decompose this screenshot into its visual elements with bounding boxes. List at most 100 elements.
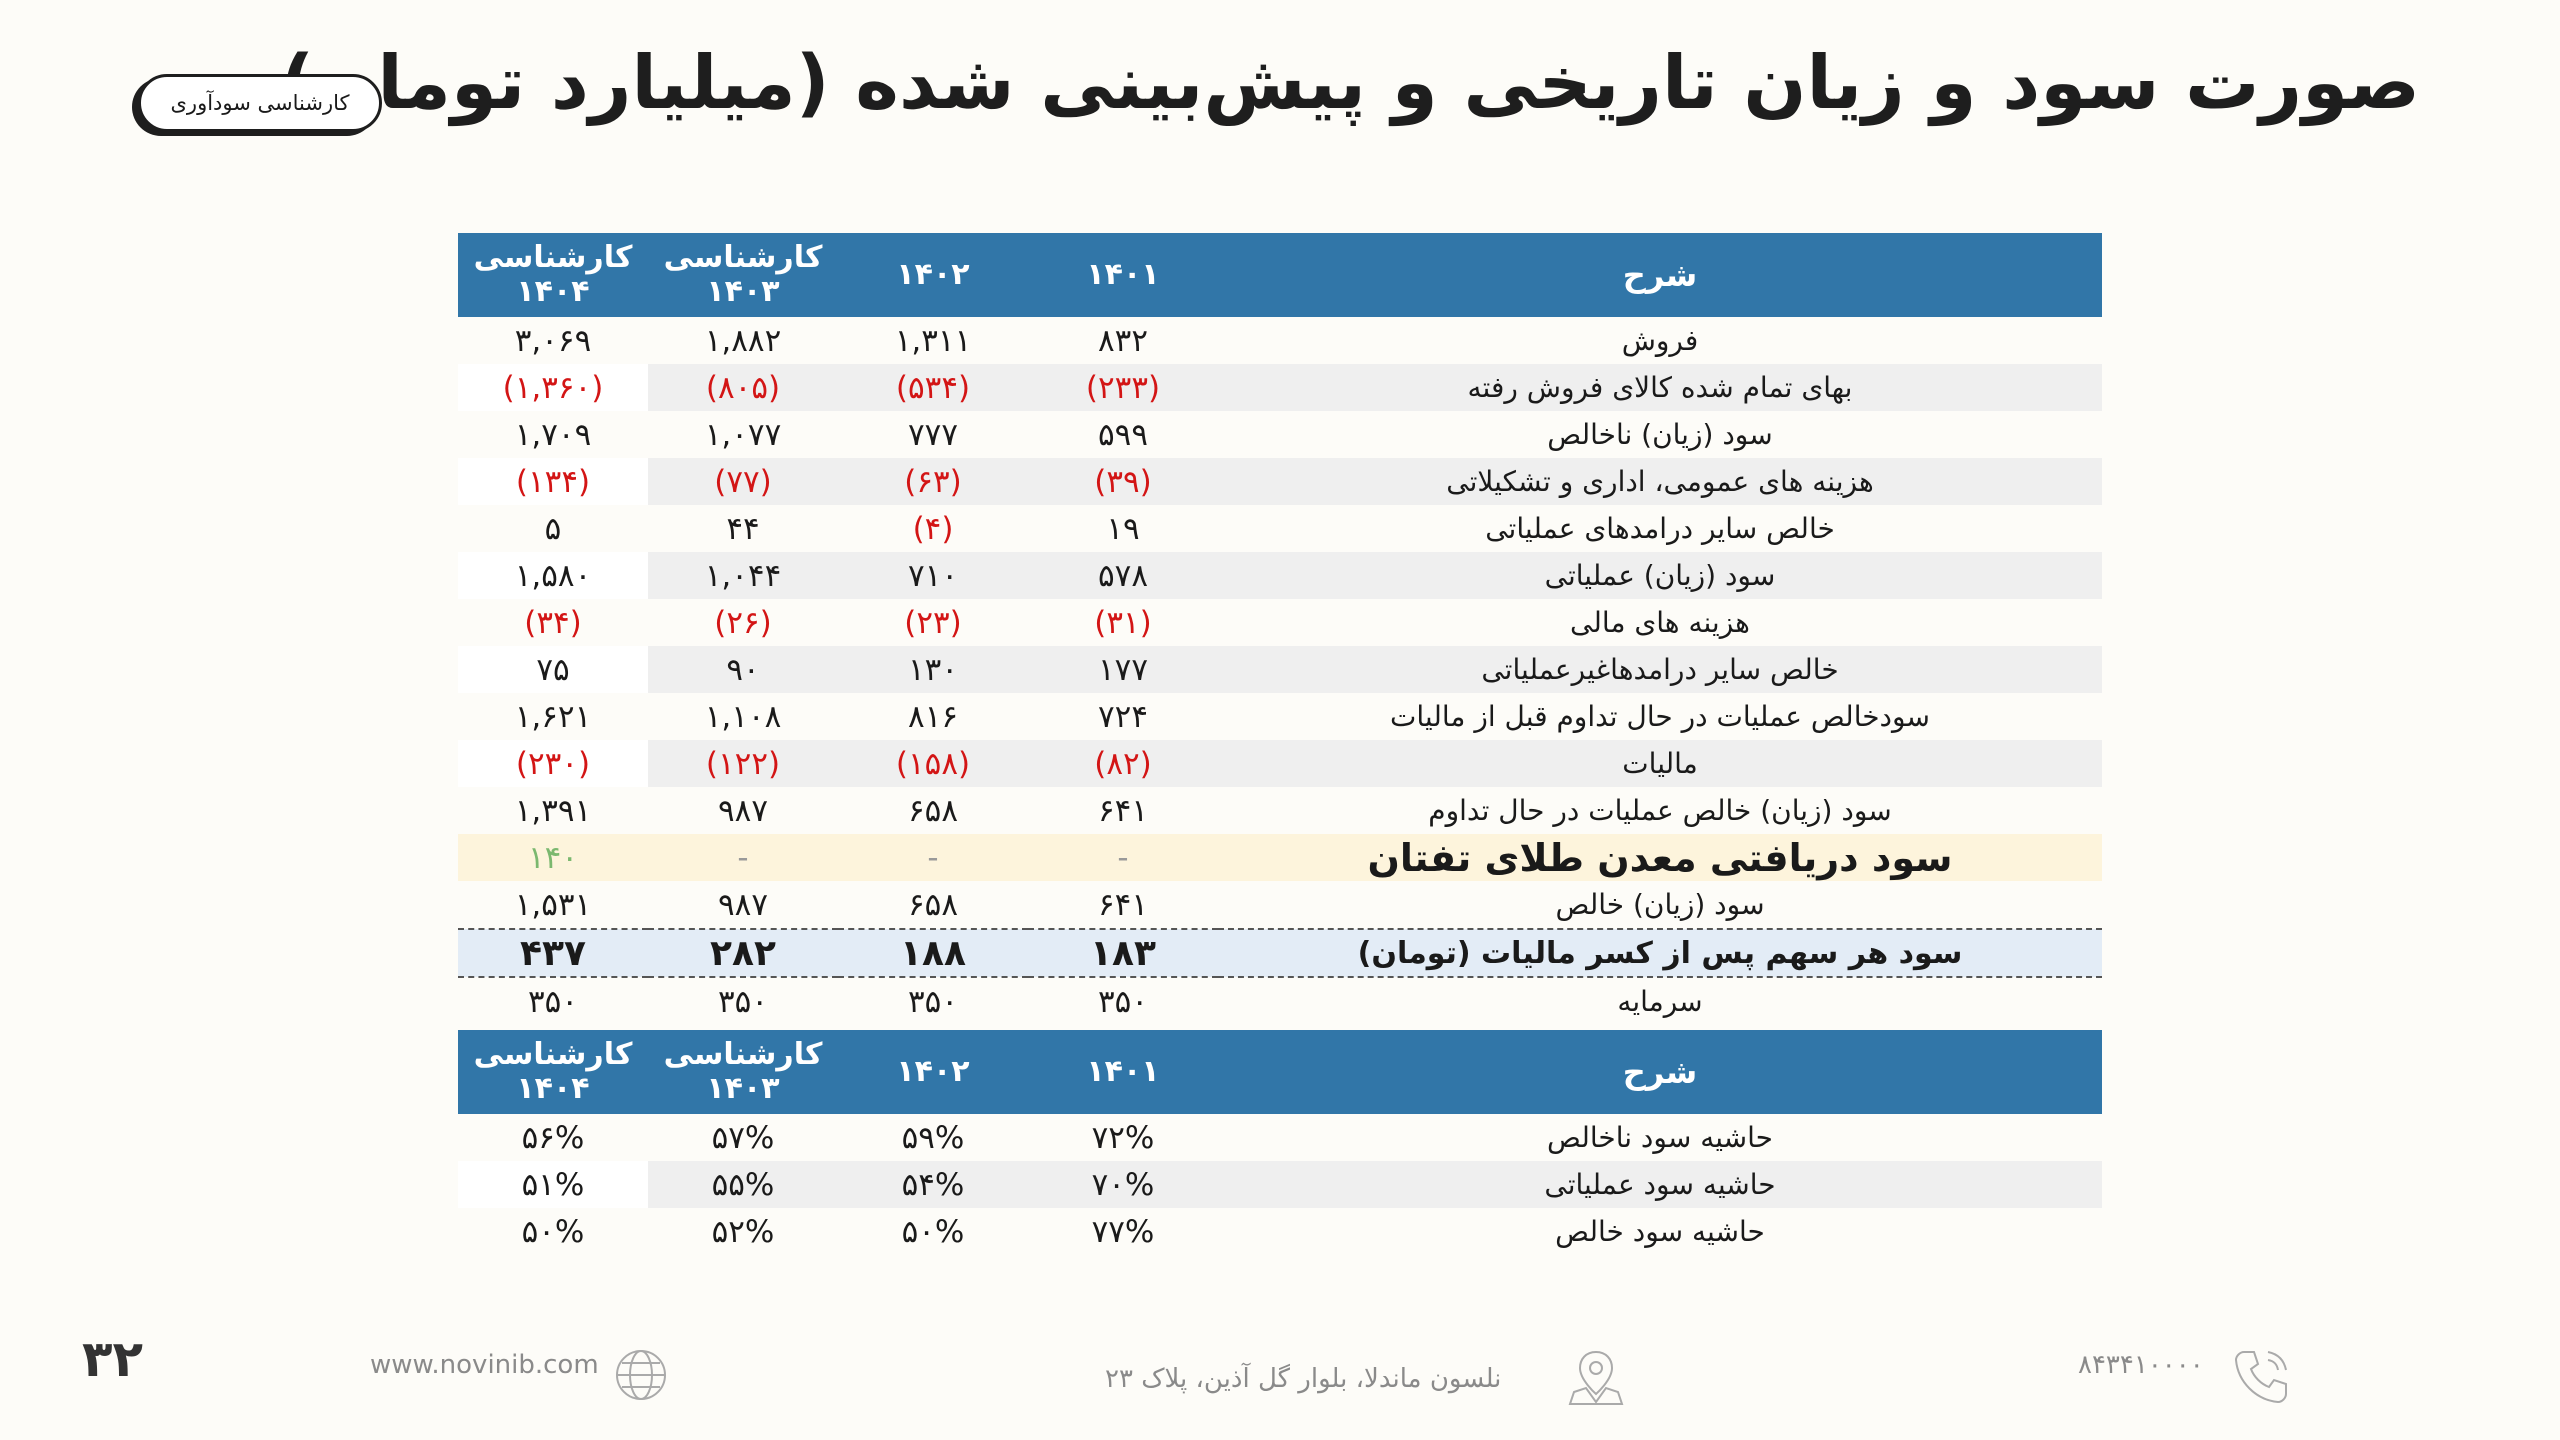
value-cell: ۳۵۰	[718, 983, 768, 1020]
value-cell: ۱,۳۹۱	[514, 792, 592, 829]
value-cell: (۱۲۲)	[648, 740, 838, 787]
value-cell: ۱,۰۷۷	[704, 416, 782, 453]
table-row: ۱,۷۰۹ ۱,۰۷۷ ۷۷۷ ۵۹۹ سود (زیان) ناخالص	[458, 411, 2102, 458]
row-label: هزینه های مالی	[1570, 606, 1750, 639]
value-cell: ۹۸۷	[718, 886, 768, 923]
table-row: ۱,۶۲۱ ۱,۱۰۸ ۸۱۶ ۷۲۴ سودخالص عملیات در حال تد…	[458, 693, 2102, 740]
phone-icon	[2230, 1344, 2294, 1412]
section-badge: کارشناسی سودآوری	[138, 74, 382, 132]
table-row: (۳۴) (۲۶) (۲۳) (۳۱) هزینه های مالی	[458, 599, 2102, 646]
value-cell: ۸۱۶	[908, 698, 958, 735]
row-label: خالص سایر درامدهای عملیاتی	[1485, 512, 1835, 545]
value-cell: ۷۵	[458, 646, 648, 693]
table-header-row: کارشناسی ۱۴۰۴ کارشناسی ۱۴۰۳ ۱۴۰۲ ۱۴۰۱ شرح	[458, 233, 2102, 317]
table-row: ۷۵ ۹۰ ۱۳۰ ۱۷۷ خالص سایر درامدهاغیرعملیاتی	[458, 646, 2102, 693]
value-cell: ۵۷%	[711, 1119, 775, 1156]
table-row: ۱,۵۸۰ ۱,۰۴۴ ۷۱۰ ۵۷۸ سود (زیان) عملیاتی	[458, 552, 2102, 599]
row-label: سود هر سهم پس از کسر مالیات (تومان)	[1218, 928, 2102, 978]
value-cell: (۳۹)	[1028, 458, 1218, 505]
value-cell: (۱۳۴)	[458, 458, 648, 505]
globe-icon	[614, 1348, 668, 1406]
row-label: سود (زیان) عملیاتی	[1218, 552, 2102, 599]
value-cell: ۱,۵۸۰	[458, 552, 648, 599]
value-cell: ۳۵۰	[1098, 983, 1148, 1020]
column-header: کارشناسی ۱۴۰۳	[648, 233, 838, 317]
value-cell: ۱,۳۱۱	[894, 322, 972, 359]
value-cell: (۷۷)	[648, 458, 838, 505]
value-cell: ۵۲%	[711, 1213, 775, 1250]
table-row: (۱۳۴) (۷۷) (۶۳) (۳۹) هزینه های عمومی، اداری …	[458, 458, 2102, 505]
row-label: سود (زیان) ناخالص	[1547, 418, 1773, 451]
row-label: بهای تمام شده کالای فروش رفته	[1218, 364, 2102, 411]
description-header: شرح	[1218, 1030, 2102, 1114]
row-label: هزینه های عمومی، اداری و تشکیلاتی	[1218, 458, 2102, 505]
value-cell: (۱,۳۶۰)	[458, 364, 648, 411]
value-cell: ۱,۸۸۲	[704, 322, 782, 359]
value-cell: ۱۷۷	[1028, 646, 1218, 693]
value-cell: ۱,۵۳۱	[514, 886, 592, 923]
table-row: ۵۶% ۵۷% ۵۹% ۷۲% حاشیه سود ناخالص	[458, 1114, 2102, 1161]
row-label: سود (زیان) خالص	[1555, 888, 1765, 921]
value-cell: ۸۳۲	[1098, 322, 1148, 359]
value-cell: -	[1028, 834, 1218, 881]
value-cell: ۷۷%	[1091, 1213, 1155, 1250]
value-cell: ۹۸۷	[718, 792, 768, 829]
value-cell: ۷۰%	[1028, 1161, 1218, 1208]
row-label: خالص سایر درامدهاغیرعملیاتی	[1218, 646, 2102, 693]
table-row: ۱,۳۹۱ ۹۸۷ ۶۵۸ ۶۴۱ سود (زیان) خالص عملیات در …	[458, 787, 2102, 834]
value-cell: (۳۴)	[524, 604, 582, 641]
value-cell: ۵۰%	[521, 1213, 585, 1250]
value-cell: (۶۳)	[838, 458, 1028, 505]
page-title: صورت سود و زیان تاریخی و پیش‌بینی شده (م…	[280, 40, 2420, 126]
value-cell: ۵۱%	[458, 1161, 648, 1208]
value-cell: (۱۵۸)	[838, 740, 1028, 787]
row-label: سودخالص عملیات در حال تداوم قبل از مالیا…	[1390, 700, 1930, 733]
value-cell: (۸۲)	[1028, 740, 1218, 787]
value-cell: ۱۳۰	[838, 646, 1028, 693]
value-cell: ۵۰%	[901, 1213, 965, 1250]
table-row: (۲۳۰) (۱۲۲) (۱۵۸) (۸۲) مالیات	[458, 740, 2102, 787]
value-cell: ۱۸۳	[1028, 928, 1218, 978]
row-label: سود (زیان) خالص عملیات در حال تداوم	[1428, 794, 1892, 827]
column-header: ۱۴۰۲	[838, 233, 1028, 317]
row-label: حاشیه سود خالص	[1555, 1215, 1765, 1248]
column-header: کارشناسی ۱۴۰۴	[458, 1030, 648, 1114]
value-cell: ۵۷۸	[1028, 552, 1218, 599]
value-cell: ۷۲۴	[1098, 698, 1148, 735]
value-cell: ۳,۰۶۹	[514, 322, 592, 359]
column-header: کارشناسی ۱۴۰۳	[648, 1030, 838, 1114]
table-row: (۱,۳۶۰) (۸۰۵) (۵۳۴) (۲۳۳) بهای تمام شده کالا…	[458, 364, 2102, 411]
row-label: حاشیه سود عملیاتی	[1218, 1161, 2102, 1208]
value-cell: ۳۵۰	[528, 983, 578, 1020]
value-cell: ۱۹	[1106, 510, 1140, 547]
value-cell: ۱۴۰	[458, 834, 648, 881]
value-cell: ۵	[544, 510, 562, 547]
value-cell: (۲۳۰)	[458, 740, 648, 787]
table-row: ۱۴۰- - - سود دریافتی معدن طلای تفتان	[458, 834, 2102, 881]
value-cell: ۵۹۹	[1098, 416, 1148, 453]
value-cell: ۶۵۸	[908, 886, 958, 923]
value-cell: ۵۵%	[648, 1161, 838, 1208]
value-cell: ۷۲%	[1091, 1119, 1155, 1156]
value-cell: ۴۴	[726, 510, 760, 547]
value-cell: (۴)	[912, 510, 954, 547]
address-text: نلسون ماندلا، بلوار گل آذین، پلاک ۲۳	[1105, 1364, 1502, 1394]
value-cell: ۱,۱۰۸	[704, 698, 782, 735]
value-cell: (۳۱)	[1094, 604, 1152, 641]
row-label: حاشیه سود ناخالص	[1547, 1121, 1773, 1154]
value-cell: (۸۰۵)	[648, 364, 838, 411]
income-statement-table: کارشناسی ۱۴۰۴ کارشناسی ۱۴۰۳ ۱۴۰۲ ۱۴۰۱ شرح ۳,۰…	[458, 233, 2102, 1025]
row-label: سرمایه	[1617, 985, 1703, 1018]
location-pin-icon	[1568, 1348, 1624, 1410]
table-row: ۱,۵۳۱ ۹۸۷ ۶۵۸ ۶۴۱ سود (زیان) خالص	[458, 881, 2102, 929]
column-header: کارشناسی ۱۴۰۴	[458, 233, 648, 317]
row-label: فروش	[1621, 324, 1699, 357]
value-cell: ۵۴%	[838, 1161, 1028, 1208]
table-row: ۵۰% ۵۲% ۵۰% ۷۷% حاشیه سود خالص	[458, 1208, 2102, 1255]
value-cell: -	[648, 834, 838, 881]
table-row: ۳,۰۶۹ ۱,۸۸۲ ۱,۳۱۱ ۸۳۲ فروش	[458, 317, 2102, 364]
margins-table: کارشناسی ۱۴۰۴ کارشناسی ۱۴۰۳ ۱۴۰۲ ۱۴۰۱ شرح ۵۶%…	[458, 1030, 2102, 1255]
table-row: ۵۱% ۵۵% ۵۴% ۷۰% حاشیه سود عملیاتی	[458, 1161, 2102, 1208]
table-row: ۴۳۷ ۲۸۲ ۱۸۸ ۱۸۳ سود هر سهم پس از کسر مالیات …	[458, 928, 2102, 978]
table-row: ۵ ۴۴ (۴) ۱۹ خالص سایر درامدهای عملیاتی	[458, 505, 2102, 552]
